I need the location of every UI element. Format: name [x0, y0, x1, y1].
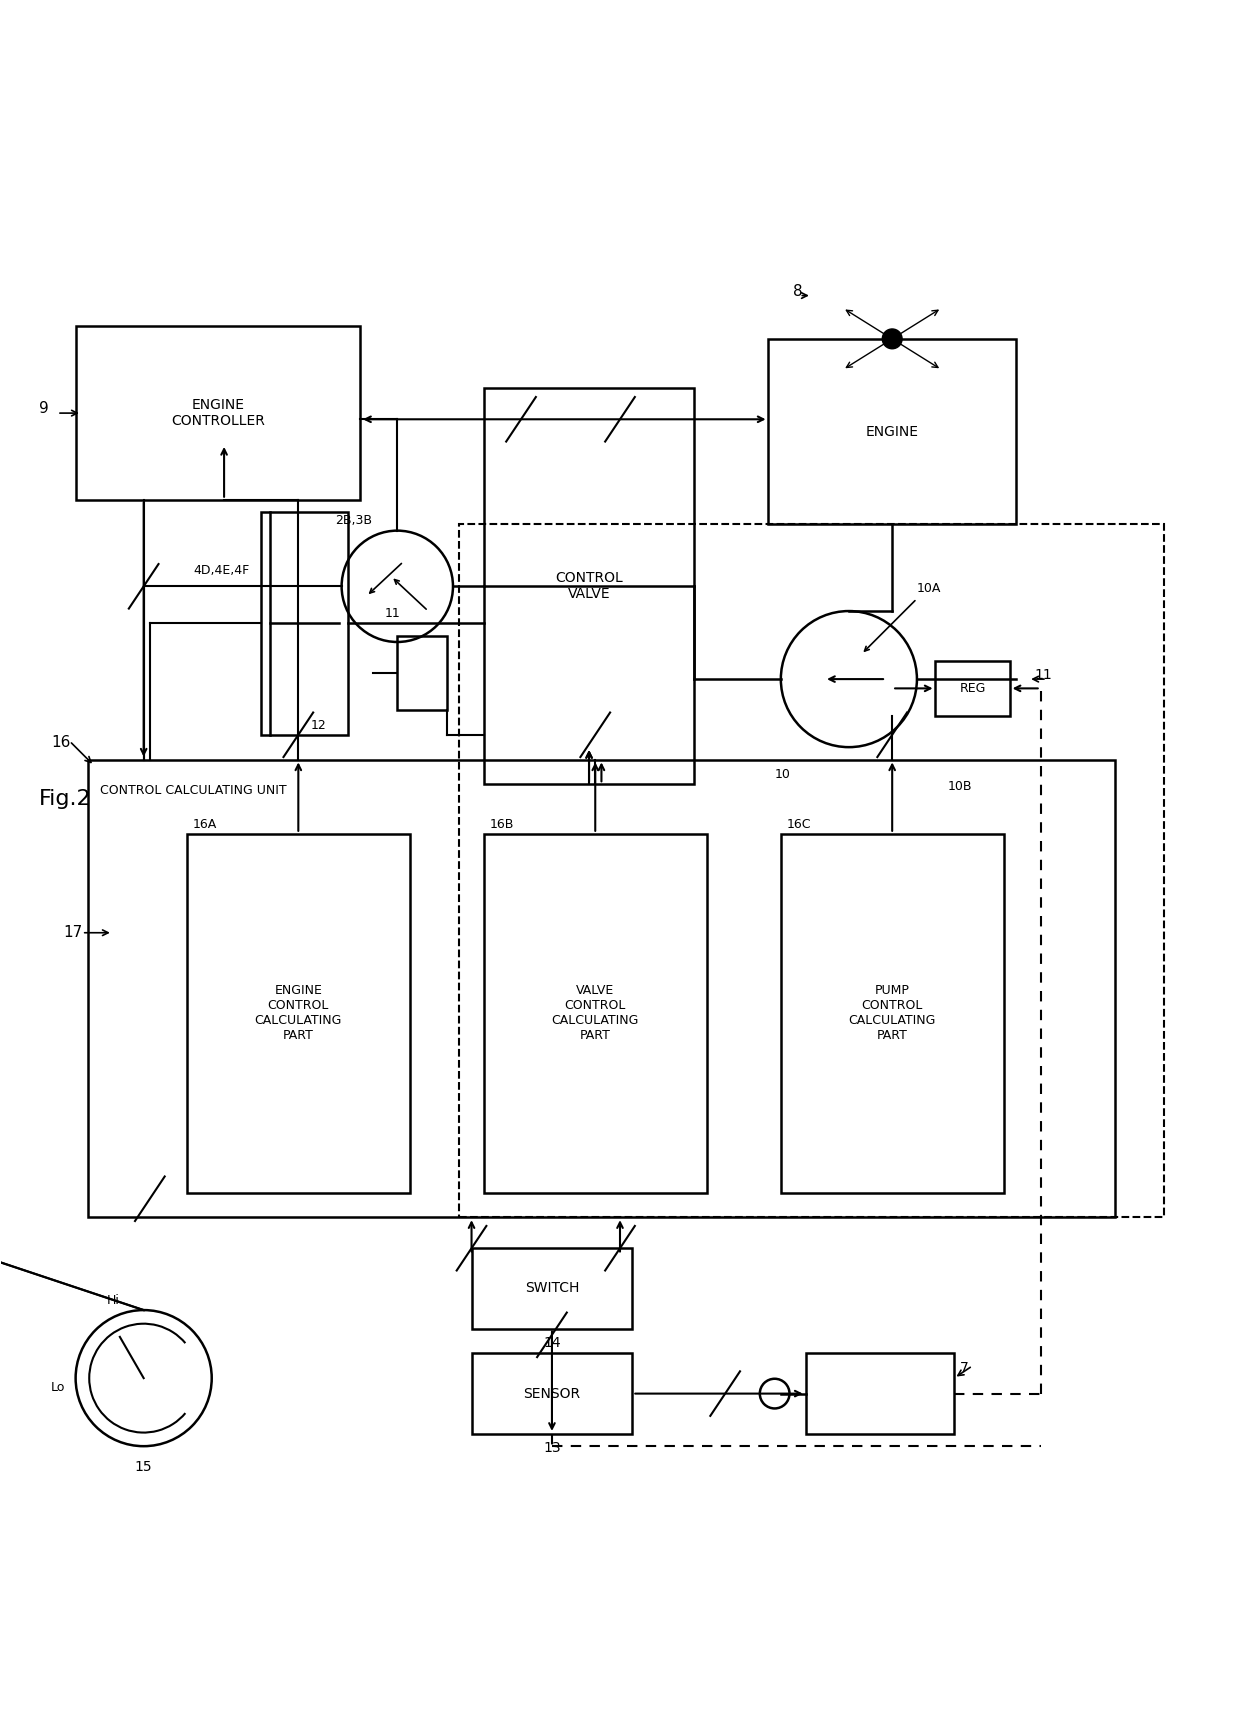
Text: 14: 14 — [543, 1336, 560, 1350]
Text: ENGINE: ENGINE — [866, 424, 919, 438]
Text: 12: 12 — [311, 719, 326, 731]
Text: SENSOR: SENSOR — [523, 1387, 580, 1401]
Text: 16: 16 — [51, 735, 71, 750]
Bar — [397, 635, 446, 711]
Bar — [484, 388, 694, 785]
Text: 16A: 16A — [193, 817, 217, 831]
Text: 11: 11 — [1034, 668, 1053, 682]
Bar — [88, 759, 1115, 1217]
Bar — [471, 1248, 632, 1329]
Text: 11: 11 — [384, 608, 401, 620]
Text: 17: 17 — [63, 925, 83, 941]
Text: Fig.2: Fig.2 — [38, 790, 91, 809]
Text: 15: 15 — [135, 1459, 153, 1473]
Bar — [781, 834, 1003, 1193]
Text: REG: REG — [960, 682, 986, 695]
Bar — [935, 661, 1009, 716]
Text: Lo: Lo — [51, 1380, 66, 1394]
Text: 9: 9 — [38, 402, 48, 416]
Text: Hi: Hi — [107, 1295, 119, 1307]
Text: ENGINE
CONTROLLER: ENGINE CONTROLLER — [171, 398, 265, 428]
Text: 16B: 16B — [490, 817, 515, 831]
Text: CONTROL CALCULATING UNIT: CONTROL CALCULATING UNIT — [100, 785, 286, 797]
Text: 2B,3B: 2B,3B — [336, 515, 372, 527]
Text: ENGINE
CONTROL
CALCULATING
PART: ENGINE CONTROL CALCULATING PART — [254, 984, 342, 1042]
Text: 10A: 10A — [916, 582, 941, 596]
Text: 16C: 16C — [787, 817, 811, 831]
Text: 10: 10 — [775, 767, 791, 781]
Text: CONTROL
VALVE: CONTROL VALVE — [556, 572, 622, 601]
Text: 13: 13 — [543, 1441, 560, 1456]
Bar — [471, 1353, 632, 1434]
Bar — [187, 834, 409, 1193]
Text: PUMP
CONTROL
CALCULATING
PART: PUMP CONTROL CALCULATING PART — [848, 984, 936, 1042]
Bar — [484, 834, 707, 1193]
Text: 8: 8 — [794, 283, 802, 299]
Text: 10B: 10B — [947, 781, 972, 793]
Text: SWITCH: SWITCH — [525, 1281, 579, 1295]
Bar — [262, 512, 347, 735]
Bar — [76, 326, 360, 500]
Bar — [769, 338, 1016, 524]
Text: 4D,4E,4F: 4D,4E,4F — [193, 563, 249, 577]
Text: 7: 7 — [960, 1362, 968, 1375]
Circle shape — [883, 330, 901, 349]
Text: VALVE
CONTROL
CALCULATING
PART: VALVE CONTROL CALCULATING PART — [552, 984, 639, 1042]
Bar — [806, 1353, 954, 1434]
Bar — [459, 524, 1164, 1217]
